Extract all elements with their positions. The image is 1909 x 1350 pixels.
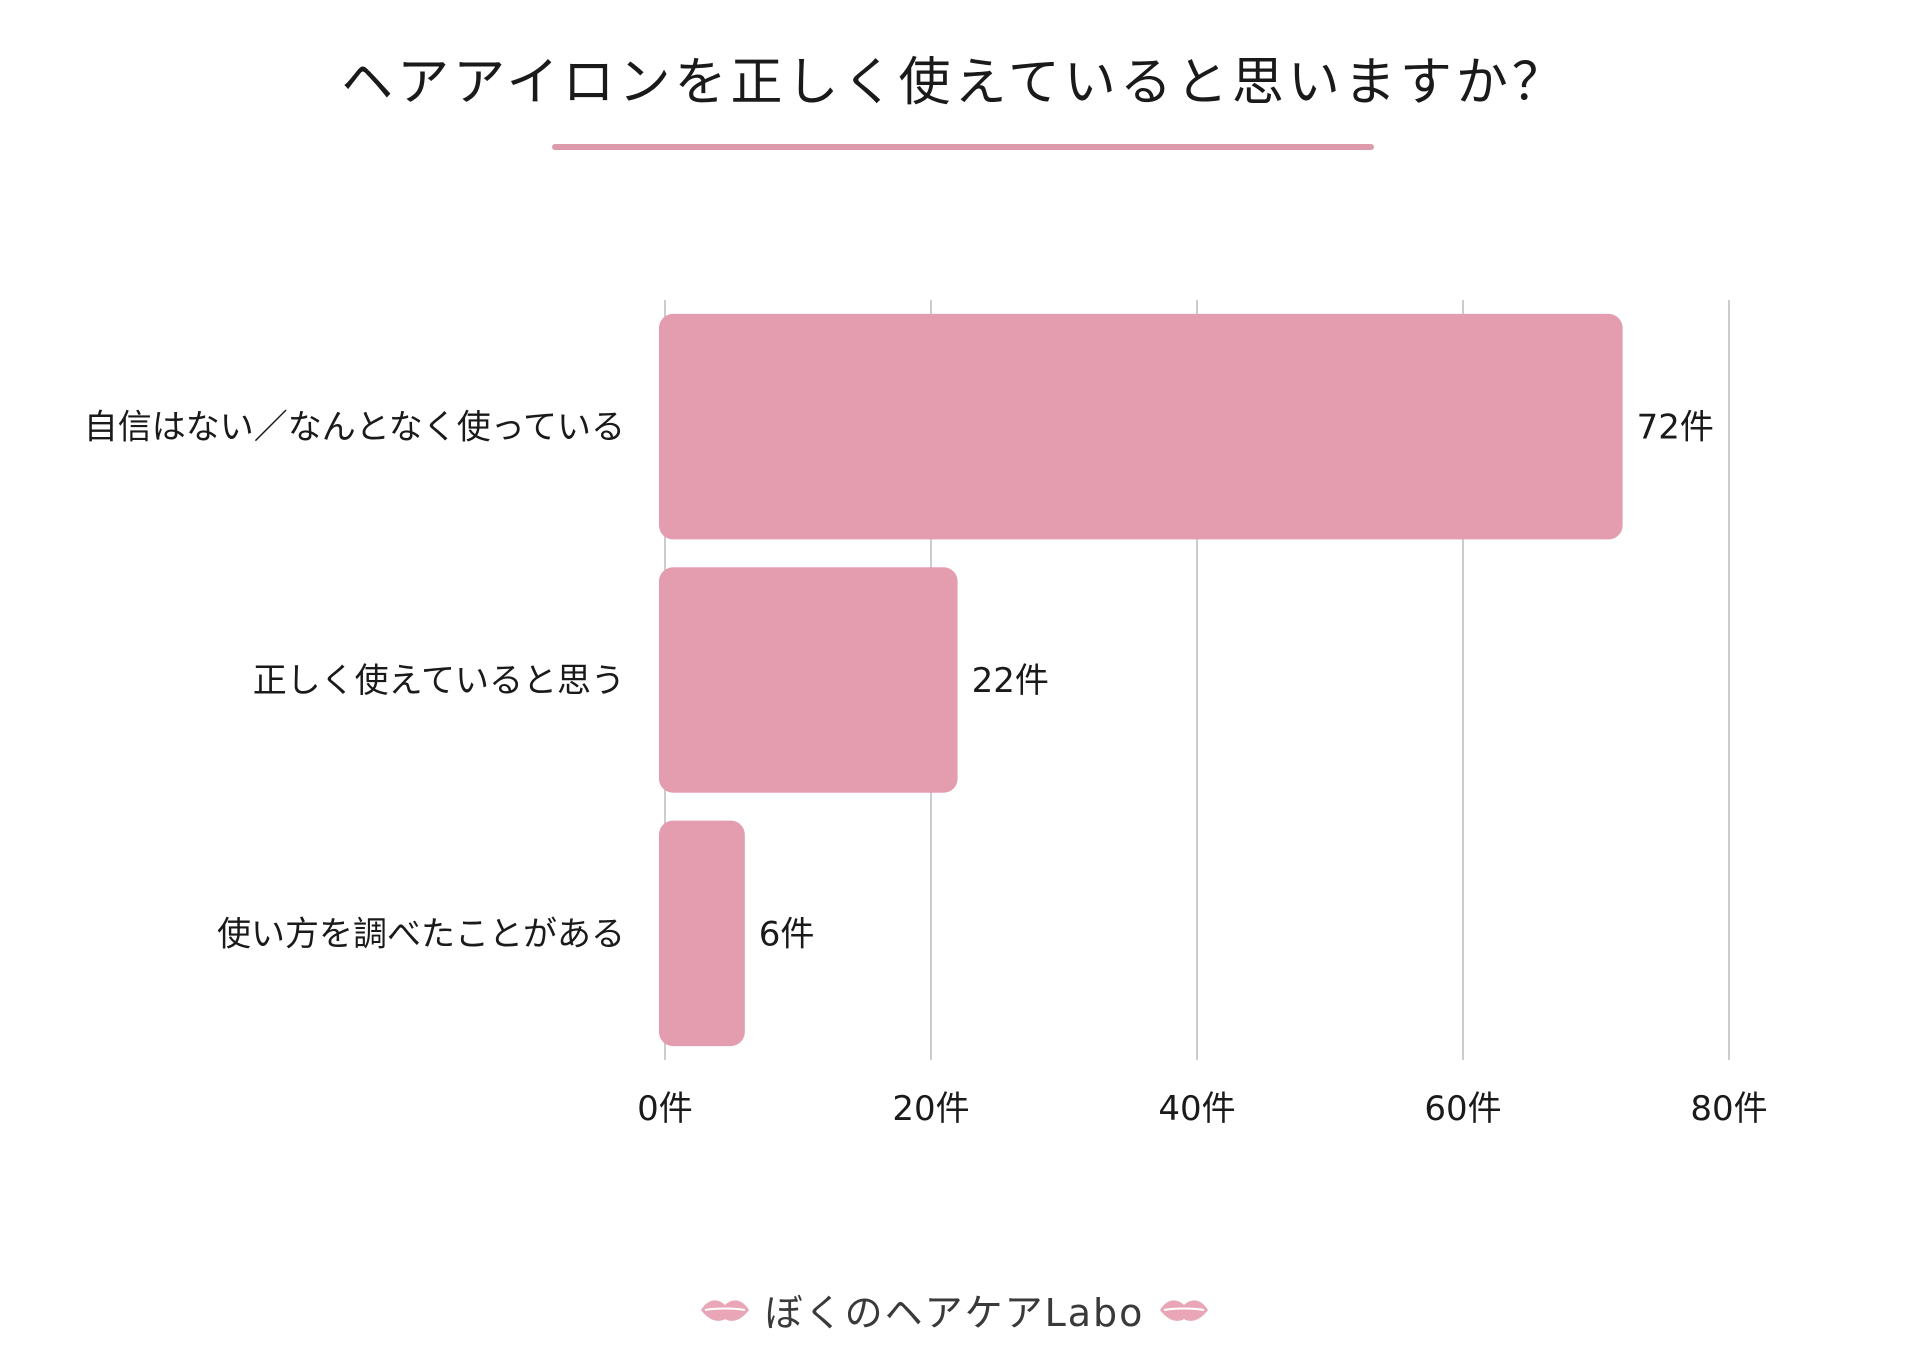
bar bbox=[659, 313, 1623, 540]
category-label: 正しく使えていると思う bbox=[253, 661, 625, 701]
x-tick-label: 80件 bbox=[1690, 1089, 1767, 1129]
labels: 0件 20件 40件 60件 80件 自信はない／なんとなく使っている 72件正しく使えてい… bbox=[84, 408, 1768, 1129]
bar bbox=[659, 567, 958, 793]
bar-chart: 0件 20件 40件 60件 80件 自信はない／なんとなく使っている 72件正しく使えてい… bbox=[84, 300, 1768, 1129]
category-label: 自信はない／なんとなく使っている bbox=[84, 408, 625, 448]
x-tick-label: 20件 bbox=[892, 1089, 969, 1129]
chart-title: ヘアアイロンを正しく使えていると思いますか？ bbox=[341, 53, 1568, 113]
category-label: 使い方を調べたことがある bbox=[217, 914, 625, 954]
value-label: 22件 bbox=[972, 661, 1049, 701]
footer-brand: ぼくのヘアケアLabo bbox=[764, 1291, 1145, 1335]
value-label: 72件 bbox=[1637, 408, 1714, 448]
bar bbox=[659, 820, 745, 1047]
title-underline bbox=[552, 144, 1374, 150]
x-tick-label: 60件 bbox=[1424, 1089, 1501, 1129]
footer: ぼくのヘアケアLabo bbox=[0, 1282, 1909, 1337]
x-tick-label: 40件 bbox=[1158, 1089, 1235, 1129]
bars bbox=[659, 313, 1623, 1047]
lips-icon bbox=[1160, 1299, 1209, 1321]
value-label: 6件 bbox=[759, 914, 815, 954]
x-tick-label: 0件 bbox=[637, 1089, 693, 1129]
lips-icon bbox=[700, 1299, 749, 1321]
